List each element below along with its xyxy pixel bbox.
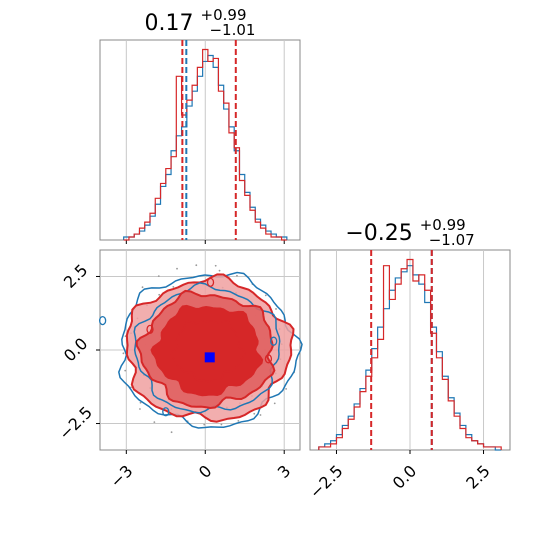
joint-sample-point [158, 293, 161, 296]
joint-sample-point [124, 369, 127, 372]
stray-contour [206, 277, 215, 288]
param1-lower-err: −1.01 [209, 21, 255, 39]
joint-ytick-label: 2.5 [60, 260, 91, 291]
joint-sample-point [253, 412, 256, 415]
marginal-histogram-param2: −2.5 0.0 2.5 −0.25 +0.99 −1.07 [306, 211, 511, 502]
marginal-histogram-param1: 0.17 +0.99 −1.01 [99, 1, 301, 244]
stray-contour [162, 407, 170, 417]
joint-xtick-label: −3 [106, 461, 136, 491]
joint-sample-point [285, 388, 288, 390]
joint-sample-point [218, 269, 221, 272]
series1-contour-mid [133, 282, 281, 414]
truth-marker [204, 352, 215, 363]
hist1-series1-histogram [123, 54, 288, 240]
joint-sample-point [236, 274, 238, 277]
hist2-xtick-label: 0.0 [389, 461, 420, 492]
joint-sample-point [195, 264, 198, 267]
joint-sample-point [237, 419, 240, 422]
joint-sample-point [172, 286, 175, 288]
stray-contour [270, 336, 278, 346]
hist2-series2-histogram [318, 258, 502, 450]
param2-lower-err: −1.07 [429, 231, 475, 249]
joint-sample-point [264, 294, 267, 297]
joint-sample-point [157, 275, 160, 278]
joint-sample-point [139, 401, 142, 404]
joint-xtick-label: 0 [195, 461, 216, 482]
joint-sample-point [275, 308, 277, 310]
hist2-xtick-label: −2.5 [306, 461, 347, 502]
joint-ytick-label: −2.5 [55, 403, 96, 444]
joint-density-panel: −2.5 0.0 2.5 −3 0 3 [55, 249, 303, 491]
joint-xtick-label: 3 [274, 461, 295, 482]
joint-sample-point [176, 267, 178, 270]
joint-sample-point [141, 286, 144, 289]
joint-sample-point [273, 402, 276, 405]
param2-median: −0.25 [345, 221, 412, 246]
joint-sample-point [203, 423, 206, 426]
joint-sample-point [170, 431, 173, 434]
param2-summary-title: −0.25 +0.99 −1.07 [345, 211, 474, 249]
param1-summary-title: 0.17 +0.99 −1.01 [145, 1, 256, 39]
param2-upper-err: +0.99 [420, 216, 466, 234]
hist1-axes-frame [99, 39, 301, 241]
joint-sample-point [139, 408, 141, 410]
stray-contour [98, 315, 107, 326]
hist2-xtick-label: 2.5 [462, 461, 493, 492]
series1-contour-outer [118, 271, 303, 429]
joint-sample-point [122, 352, 125, 355]
param1-median: 0.17 [145, 11, 194, 36]
hist1-series2-histogram [123, 48, 287, 241]
param1-upper-err: +0.99 [201, 6, 247, 24]
stray-contour [146, 324, 154, 335]
joint-ytick-label: 0.0 [60, 334, 91, 365]
joint-sample-point [220, 423, 223, 426]
stray-contour [264, 354, 273, 364]
series2-contour-core [169, 320, 246, 383]
joint-sample-point [259, 414, 262, 416]
joint-sample-point [214, 264, 217, 267]
joint-sample-point [153, 421, 156, 424]
